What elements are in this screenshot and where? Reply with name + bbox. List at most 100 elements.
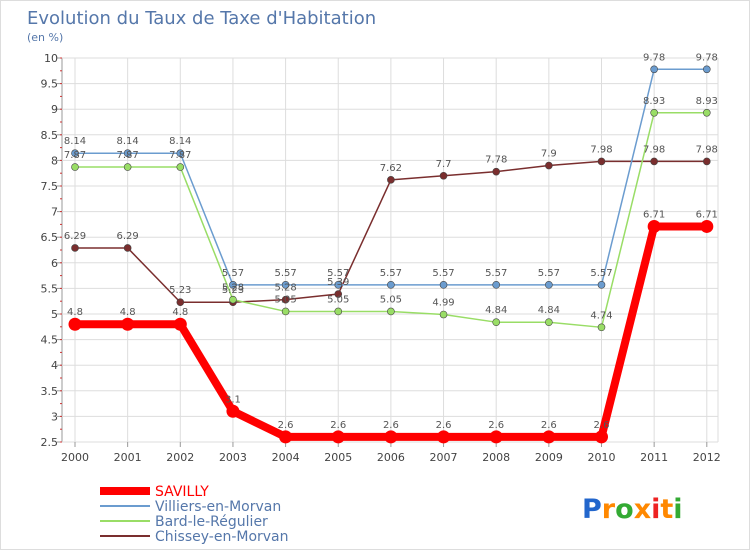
y-tick-label: 8.5 <box>41 129 59 142</box>
data-point <box>439 310 448 319</box>
data-label: 9.78 <box>696 52 718 63</box>
data-label: 5.57 <box>590 268 612 279</box>
data-point <box>595 430 608 444</box>
logo-letter: x <box>634 494 651 525</box>
y-tick-label: 9.5 <box>41 78 59 91</box>
y-tick-label: 4 <box>51 359 58 372</box>
data-point <box>545 281 553 289</box>
data-point <box>489 430 503 444</box>
data-point <box>700 219 714 233</box>
data-label: 5.05 <box>380 294 402 305</box>
data-point <box>597 323 606 332</box>
data-label: 5.39 <box>327 277 349 288</box>
data-label: 2.6 <box>594 420 610 431</box>
y-tick-label: 5 <box>51 308 58 321</box>
data-point <box>331 430 345 444</box>
data-label: 7.98 <box>696 144 718 155</box>
x-tick-label: 2011 <box>640 451 668 464</box>
data-point <box>439 171 448 180</box>
x-tick-label: 2008 <box>482 451 510 464</box>
data-point <box>437 430 451 444</box>
data-label: 2.6 <box>541 420 557 431</box>
logo-letter: i <box>651 494 660 525</box>
logo-letter: i <box>673 494 682 525</box>
y-tick-label: 9 <box>51 103 58 116</box>
y-tick-label: 7.5 <box>41 180 59 193</box>
y-tick-label: 2.5 <box>41 436 59 449</box>
plot-area <box>61 57 719 443</box>
data-point <box>229 295 237 304</box>
data-label: 4.8 <box>67 307 83 318</box>
data-point <box>387 176 395 184</box>
data-point <box>281 281 290 289</box>
data-point <box>123 244 132 252</box>
chart-subtitle: (en %) <box>27 31 63 44</box>
data-point <box>334 281 343 289</box>
logo-letter: r <box>602 494 616 525</box>
data-point <box>334 290 343 298</box>
data-point <box>281 307 290 316</box>
data-point <box>71 149 79 158</box>
data-point <box>702 65 711 74</box>
data-point <box>387 307 395 316</box>
data-label: 7.9 <box>541 149 557 160</box>
x-tick-label: 2003 <box>219 451 247 464</box>
x-tick-label: 2009 <box>535 451 563 464</box>
x-tick-label: 2002 <box>166 451 194 464</box>
data-label: 2.6 <box>383 420 399 431</box>
legend-label: SAVILLY <box>155 484 209 500</box>
legend: SAVILLYVilliers-en-MorvanBard-le-Régulie… <box>100 484 289 545</box>
logo-text: Proxiti <box>582 494 683 525</box>
x-tick-label: 2010 <box>588 451 616 464</box>
data-point <box>279 430 293 444</box>
data-label: 8.14 <box>117 136 139 147</box>
x-tick-label: 2000 <box>61 451 89 464</box>
x-tick-label: 2004 <box>272 451 300 464</box>
data-label: 5.28 <box>222 283 244 294</box>
data-label: 4.74 <box>590 310 612 321</box>
data-point <box>492 281 501 289</box>
data-label: 5.57 <box>327 268 349 279</box>
data-labels: 4.8 4.8 4.8 3.1 2.6 2.6 2.6 2.6 2.6 2.6 2.6 6.71 6.7… <box>64 52 718 431</box>
data-point <box>229 281 237 289</box>
y-tick-label: 10 <box>44 52 58 65</box>
data-label: 5.23 <box>222 285 244 296</box>
data-point <box>702 108 711 117</box>
data-label: 9.78 <box>643 52 665 63</box>
data-label: 4.8 <box>120 307 136 318</box>
data-point <box>176 163 185 171</box>
data-point <box>387 281 395 289</box>
x-tick-label: 2005 <box>324 451 352 464</box>
data-point <box>545 318 553 326</box>
x-tick-label: 2012 <box>693 451 721 464</box>
data-label: 7.87 <box>169 150 191 161</box>
data-point <box>650 108 658 117</box>
data-label: 7.98 <box>643 144 665 155</box>
data-label: 5.57 <box>538 268 560 279</box>
data-point <box>281 295 290 304</box>
x-tick-label: 2007 <box>430 451 458 464</box>
y-tick-label: 3 <box>51 410 58 423</box>
data-point <box>176 298 185 307</box>
data-point <box>334 307 343 316</box>
data-label: 5.23 <box>169 285 191 296</box>
data-label: 6.29 <box>64 231 86 242</box>
data-point <box>647 219 661 233</box>
x-tick-label: 2006 <box>377 451 405 464</box>
data-label: 8.14 <box>64 136 86 147</box>
data-label: 5.57 <box>485 268 507 279</box>
legend-label: Chissey-en-Morvan <box>155 529 289 545</box>
data-point <box>702 157 711 166</box>
data-label: 7.87 <box>64 150 86 161</box>
data-label: 5.57 <box>380 268 402 279</box>
data-label: 2.6 <box>436 420 452 431</box>
data-point <box>173 317 187 331</box>
data-label: 7.98 <box>590 144 612 155</box>
y-tick-label: 4.5 <box>41 334 59 347</box>
data-label: 2.6 <box>488 420 504 431</box>
data-point <box>492 167 501 176</box>
data-point <box>597 157 606 166</box>
data-point <box>68 317 82 331</box>
